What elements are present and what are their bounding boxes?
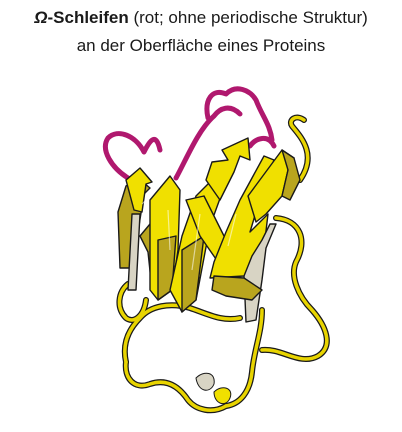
beta-strand-left-side bbox=[127, 213, 141, 291]
omega-symbol: Ω bbox=[34, 8, 48, 27]
beta-strand-center-arrow bbox=[205, 137, 251, 201]
figure-caption: Ω-Schleifen (rot; ohne periodische Struk… bbox=[0, 4, 402, 60]
beta-strand-right-side bbox=[281, 149, 301, 201]
omega-loop-top bbox=[204, 86, 275, 143]
caption-line-2: an der Oberfläche eines Proteins bbox=[76, 36, 326, 55]
small-helix bbox=[195, 372, 232, 405]
helix-turn-2 bbox=[213, 387, 232, 405]
beta-strand-bottom-right bbox=[211, 275, 263, 301]
omega-loop-center bbox=[173, 105, 243, 181]
caption-term: -Schleifen bbox=[47, 8, 129, 27]
caption-line-1: Ω-Schleifen (rot; ohne periodische Struk… bbox=[0, 4, 402, 32]
strand-highlights bbox=[141, 195, 237, 271]
coil-right-side bbox=[259, 215, 330, 363]
omega-loop-right bbox=[247, 136, 277, 149]
beta-strand-left-front bbox=[125, 167, 153, 213]
helix-turn-1 bbox=[195, 372, 215, 391]
beta-sheets bbox=[117, 137, 301, 323]
omega-loops bbox=[103, 86, 277, 181]
caption-description: (rot; ohne periodische Struktur) bbox=[128, 8, 368, 27]
omega-loop-left bbox=[103, 131, 163, 181]
coil-lower-right bbox=[223, 307, 265, 409]
